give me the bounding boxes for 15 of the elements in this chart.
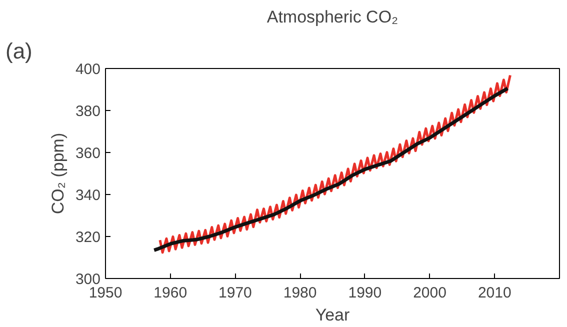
x-tick-label: 1960 [154,284,188,302]
text: (a) [6,38,32,64]
x-tick-label: 1990 [348,284,382,302]
y-tick-label: 320 [75,229,101,246]
y-tick-label: 340 [75,187,101,204]
chart-title: Atmospheric CO₂ [266,8,398,26]
x-tick-label: 2000 [413,284,446,302]
y-tick-label: 360 [75,145,101,162]
y-tick-label: 380 [75,103,101,120]
x-axis-title: Year [315,306,350,324]
x-tick-label: 1980 [283,284,317,302]
y-tick-label: 400 [75,61,101,78]
x-tick-label: 1970 [218,284,252,302]
y-axis-title: CO₂ (ppm) [48,132,68,214]
x-tick-label: 2010 [478,284,512,302]
